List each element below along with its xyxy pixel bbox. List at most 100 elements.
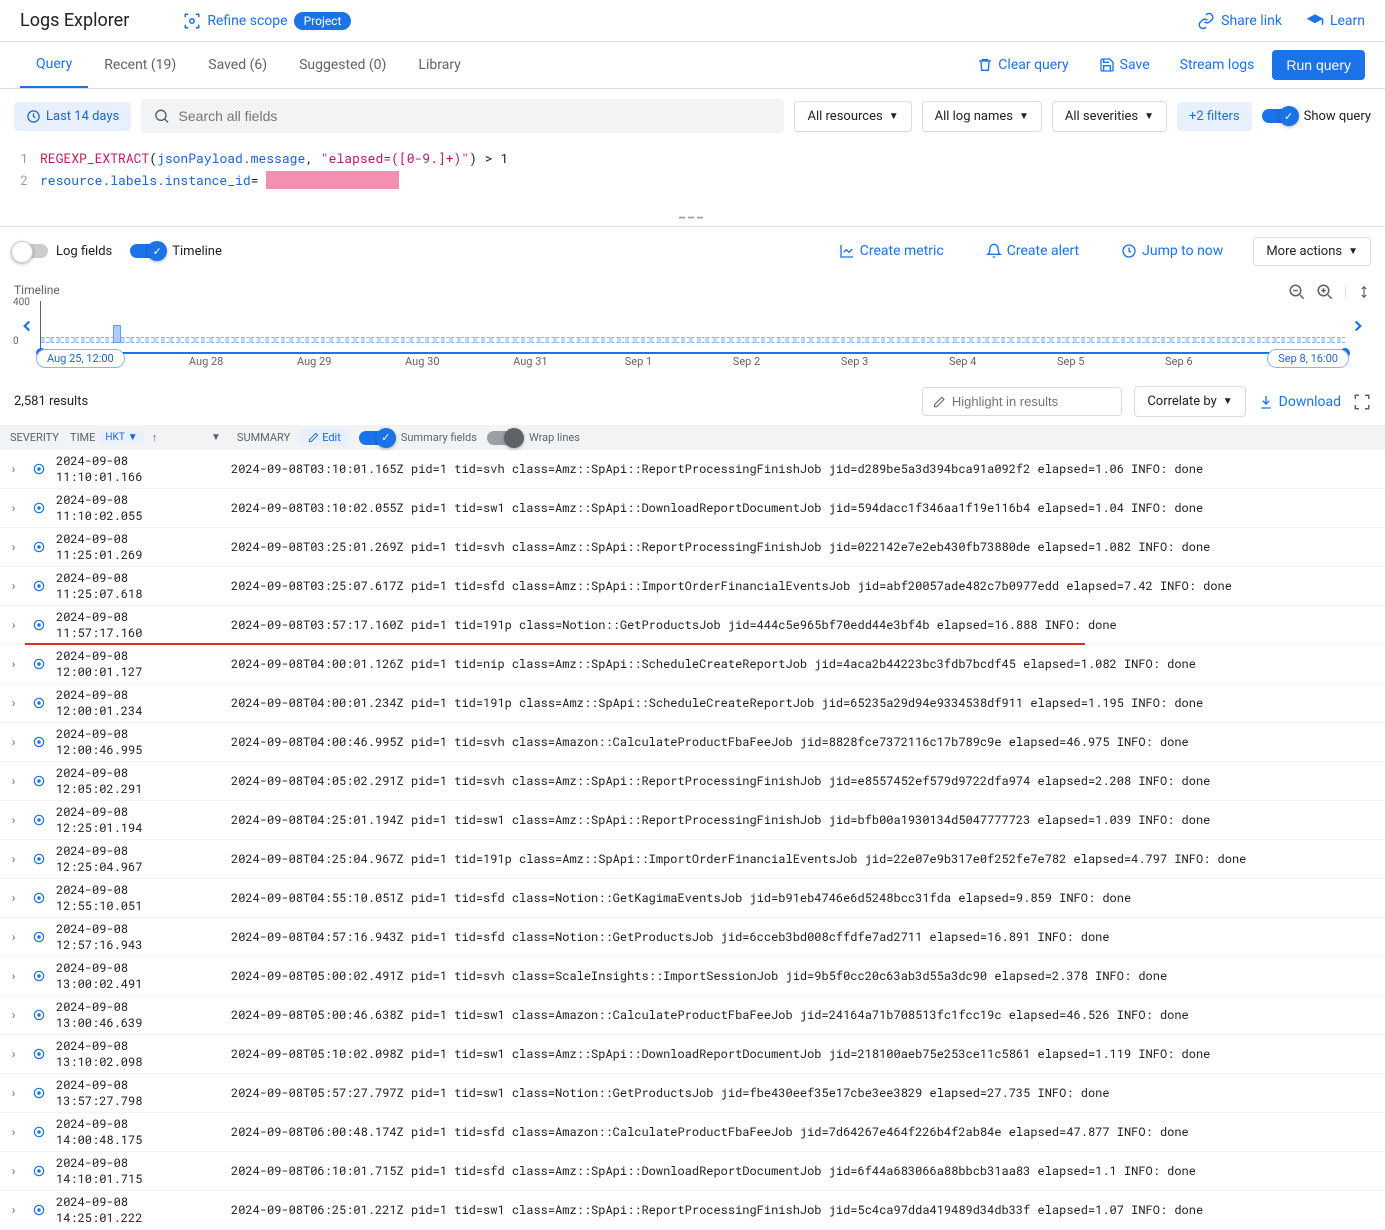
drag-handle[interactable]: ━━━ [0, 211, 1385, 226]
expand-chevron-icon[interactable]: › [10, 734, 22, 750]
caret-down-icon[interactable]: ▼ [205, 432, 227, 443]
log-row[interactable]: ›2024-09-08 12:25:04.9672024-09-08T04:25… [0, 840, 1385, 879]
summary-label: SUMMARY [237, 431, 290, 444]
correlate-dropdown[interactable]: Correlate by ▼ [1134, 386, 1245, 417]
chart-prev-button[interactable] [14, 317, 40, 335]
tab-saved[interactable]: Saved (6) [192, 43, 283, 87]
tab-suggested[interactable]: Suggested (0) [283, 43, 402, 87]
show-query-toggle[interactable] [1262, 109, 1296, 123]
timeline-label: Timeline [172, 244, 222, 259]
expand-chevron-icon[interactable]: › [10, 695, 22, 711]
highlight-input[interactable] [952, 394, 1111, 409]
log-row[interactable]: ›2024-09-08 12:00:46.9952024-09-08T04:00… [0, 723, 1385, 762]
expand-chevron-icon[interactable]: › [10, 578, 22, 594]
tab-recent[interactable]: Recent (19) [88, 43, 192, 87]
stream-logs-button[interactable]: Stream logs [1168, 49, 1267, 81]
run-query-button[interactable]: Run query [1272, 50, 1365, 80]
severities-dropdown[interactable]: All severities ▼ [1052, 101, 1167, 132]
tab-query[interactable]: Query [20, 42, 88, 88]
log-row[interactable]: ›2024-09-08 12:05:02.2912024-09-08T04:05… [0, 762, 1385, 801]
query-editor[interactable]: 1 REGEXP_EXTRACT(jsonPayload.message, "e… [0, 143, 1385, 211]
expand-chevron-icon[interactable]: › [10, 539, 22, 555]
log-timestamp: 2024-09-08 11:25:07.618 [56, 570, 221, 602]
log-row[interactable]: ›2024-09-08 13:10:02.0982024-09-08T05:10… [0, 1035, 1385, 1074]
chart-next-button[interactable] [1345, 317, 1371, 335]
expand-chevron-icon[interactable]: › [10, 1007, 22, 1023]
refine-scope-button[interactable]: Refine scope Project [183, 12, 351, 30]
zoom-in-icon[interactable] [1316, 283, 1334, 301]
log-row[interactable]: ›2024-09-08 14:10:01.7152024-09-08T06:10… [0, 1152, 1385, 1191]
expand-chevron-icon[interactable]: › [10, 500, 22, 516]
th-severity[interactable]: SEVERITY [10, 431, 60, 444]
line-number: 1 [14, 147, 28, 169]
jump-to-now-button[interactable]: Jump to now [1109, 235, 1235, 267]
more-actions-label: More actions [1266, 244, 1342, 259]
log-row[interactable]: ›2024-09-08 11:57:17.1602024-09-08T03:57… [0, 606, 1385, 645]
sort-asc-icon[interactable]: ↑ [148, 431, 162, 444]
expand-chevron-icon[interactable]: › [10, 1202, 22, 1218]
expand-chevron-icon[interactable]: › [10, 461, 22, 477]
create-metric-button[interactable]: Create metric [827, 235, 956, 267]
log-row[interactable]: ›2024-09-08 11:25:07.6182024-09-08T03:25… [0, 567, 1385, 606]
fullscreen-icon[interactable] [1353, 393, 1371, 411]
log-row[interactable]: ›2024-09-08 12:00:01.2342024-09-08T04:00… [0, 684, 1385, 723]
timezone-chip[interactable]: HKT ▼ [99, 431, 143, 444]
plus-filters-chip[interactable]: +2 filters [1177, 102, 1252, 131]
expand-chevron-icon[interactable]: › [10, 929, 22, 945]
zoom-out-icon[interactable] [1288, 283, 1306, 301]
log-row[interactable]: ›2024-09-08 12:25:01.1942024-09-08T04:25… [0, 801, 1385, 840]
time-range-chip[interactable]: Last 14 days [14, 102, 131, 131]
search-input[interactable] [179, 108, 773, 124]
resources-dropdown[interactable]: All resources ▼ [794, 101, 911, 132]
save-button[interactable]: Save [1087, 49, 1162, 81]
expand-chevron-icon[interactable]: › [10, 1163, 22, 1179]
save-label: Save [1120, 57, 1150, 73]
log-row[interactable]: ›2024-09-08 12:57:16.9432024-09-08T04:57… [0, 918, 1385, 957]
log-row[interactable]: ›2024-09-08 13:00:46.6392024-09-08T05:00… [0, 996, 1385, 1035]
chart-body[interactable]: 400 0 [40, 301, 1345, 351]
log-row[interactable]: ›2024-09-08 11:10:02.0552024-09-08T03:10… [0, 489, 1385, 528]
log-row[interactable]: ›2024-09-08 13:00:02.4912024-09-08T05:00… [0, 957, 1385, 996]
tab-library[interactable]: Library [402, 43, 476, 87]
expand-chevron-icon[interactable]: › [10, 617, 22, 633]
summary-fields-toggle[interactable] [359, 431, 393, 445]
expand-chevron-icon[interactable]: › [10, 1046, 22, 1062]
edit-summary-button[interactable]: Edit [300, 429, 349, 446]
wrap-lines-toggle[interactable] [487, 431, 521, 445]
expand-chevron-icon[interactable]: › [10, 656, 22, 672]
expand-chevron-icon[interactable]: › [10, 851, 22, 867]
share-link-button[interactable]: Share link [1197, 12, 1282, 30]
expand-vert-icon[interactable] [1357, 283, 1371, 301]
log-fields-toggle[interactable] [14, 244, 48, 258]
severity-icon [32, 930, 46, 944]
timeline-toggle[interactable] [130, 244, 164, 258]
timeline-chart[interactable]: 400 0 [14, 301, 1371, 351]
log-message: 2024-09-08T06:00:48.174Z pid=1 tid=sfd c… [231, 1124, 1375, 1140]
log-row[interactable]: ›2024-09-08 11:10:01.1662024-09-08T03:10… [0, 450, 1385, 489]
severity-icon [32, 969, 46, 983]
log-row[interactable]: ›2024-09-08 13:57:27.7982024-09-08T05:57… [0, 1074, 1385, 1113]
log-row[interactable]: ›2024-09-08 14:25:01.2222024-09-08T06:25… [0, 1191, 1385, 1230]
expand-chevron-icon[interactable]: › [10, 890, 22, 906]
more-actions-dropdown[interactable]: More actions ▼ [1253, 237, 1371, 266]
expand-chevron-icon[interactable]: › [10, 968, 22, 984]
clear-query-button[interactable]: Clear query [965, 49, 1080, 81]
log-row[interactable]: ›2024-09-08 12:00:01.1272024-09-08T04:00… [0, 645, 1385, 684]
log-row[interactable]: ›2024-09-08 12:55:10.0512024-09-08T04:55… [0, 879, 1385, 918]
log-row[interactable]: ›2024-09-08 14:00:48.1752024-09-08T06:00… [0, 1113, 1385, 1152]
log-message: 2024-09-08T04:25:01.194Z pid=1 tid=sw1 c… [231, 812, 1375, 828]
expand-chevron-icon[interactable]: › [10, 1085, 22, 1101]
expand-chevron-icon[interactable]: › [10, 773, 22, 789]
expand-chevron-icon[interactable]: › [10, 812, 22, 828]
learn-button[interactable]: Learn [1306, 12, 1365, 30]
log-row[interactable]: ›2024-09-08 11:25:01.2692024-09-08T03:25… [0, 528, 1385, 567]
severity-icon [32, 1086, 46, 1100]
create-alert-button[interactable]: Create alert [974, 235, 1091, 267]
expand-chevron-icon[interactable]: › [10, 1124, 22, 1140]
log-names-dropdown[interactable]: All log names ▼ [922, 101, 1042, 132]
download-button[interactable]: Download [1258, 394, 1341, 410]
axis-tick: Sep 5 [1017, 355, 1125, 368]
highlight-input-wrap[interactable] [922, 387, 1122, 416]
th-time[interactable]: TIME HKT ▼ ↑ [70, 431, 175, 444]
search-box[interactable] [141, 99, 784, 133]
